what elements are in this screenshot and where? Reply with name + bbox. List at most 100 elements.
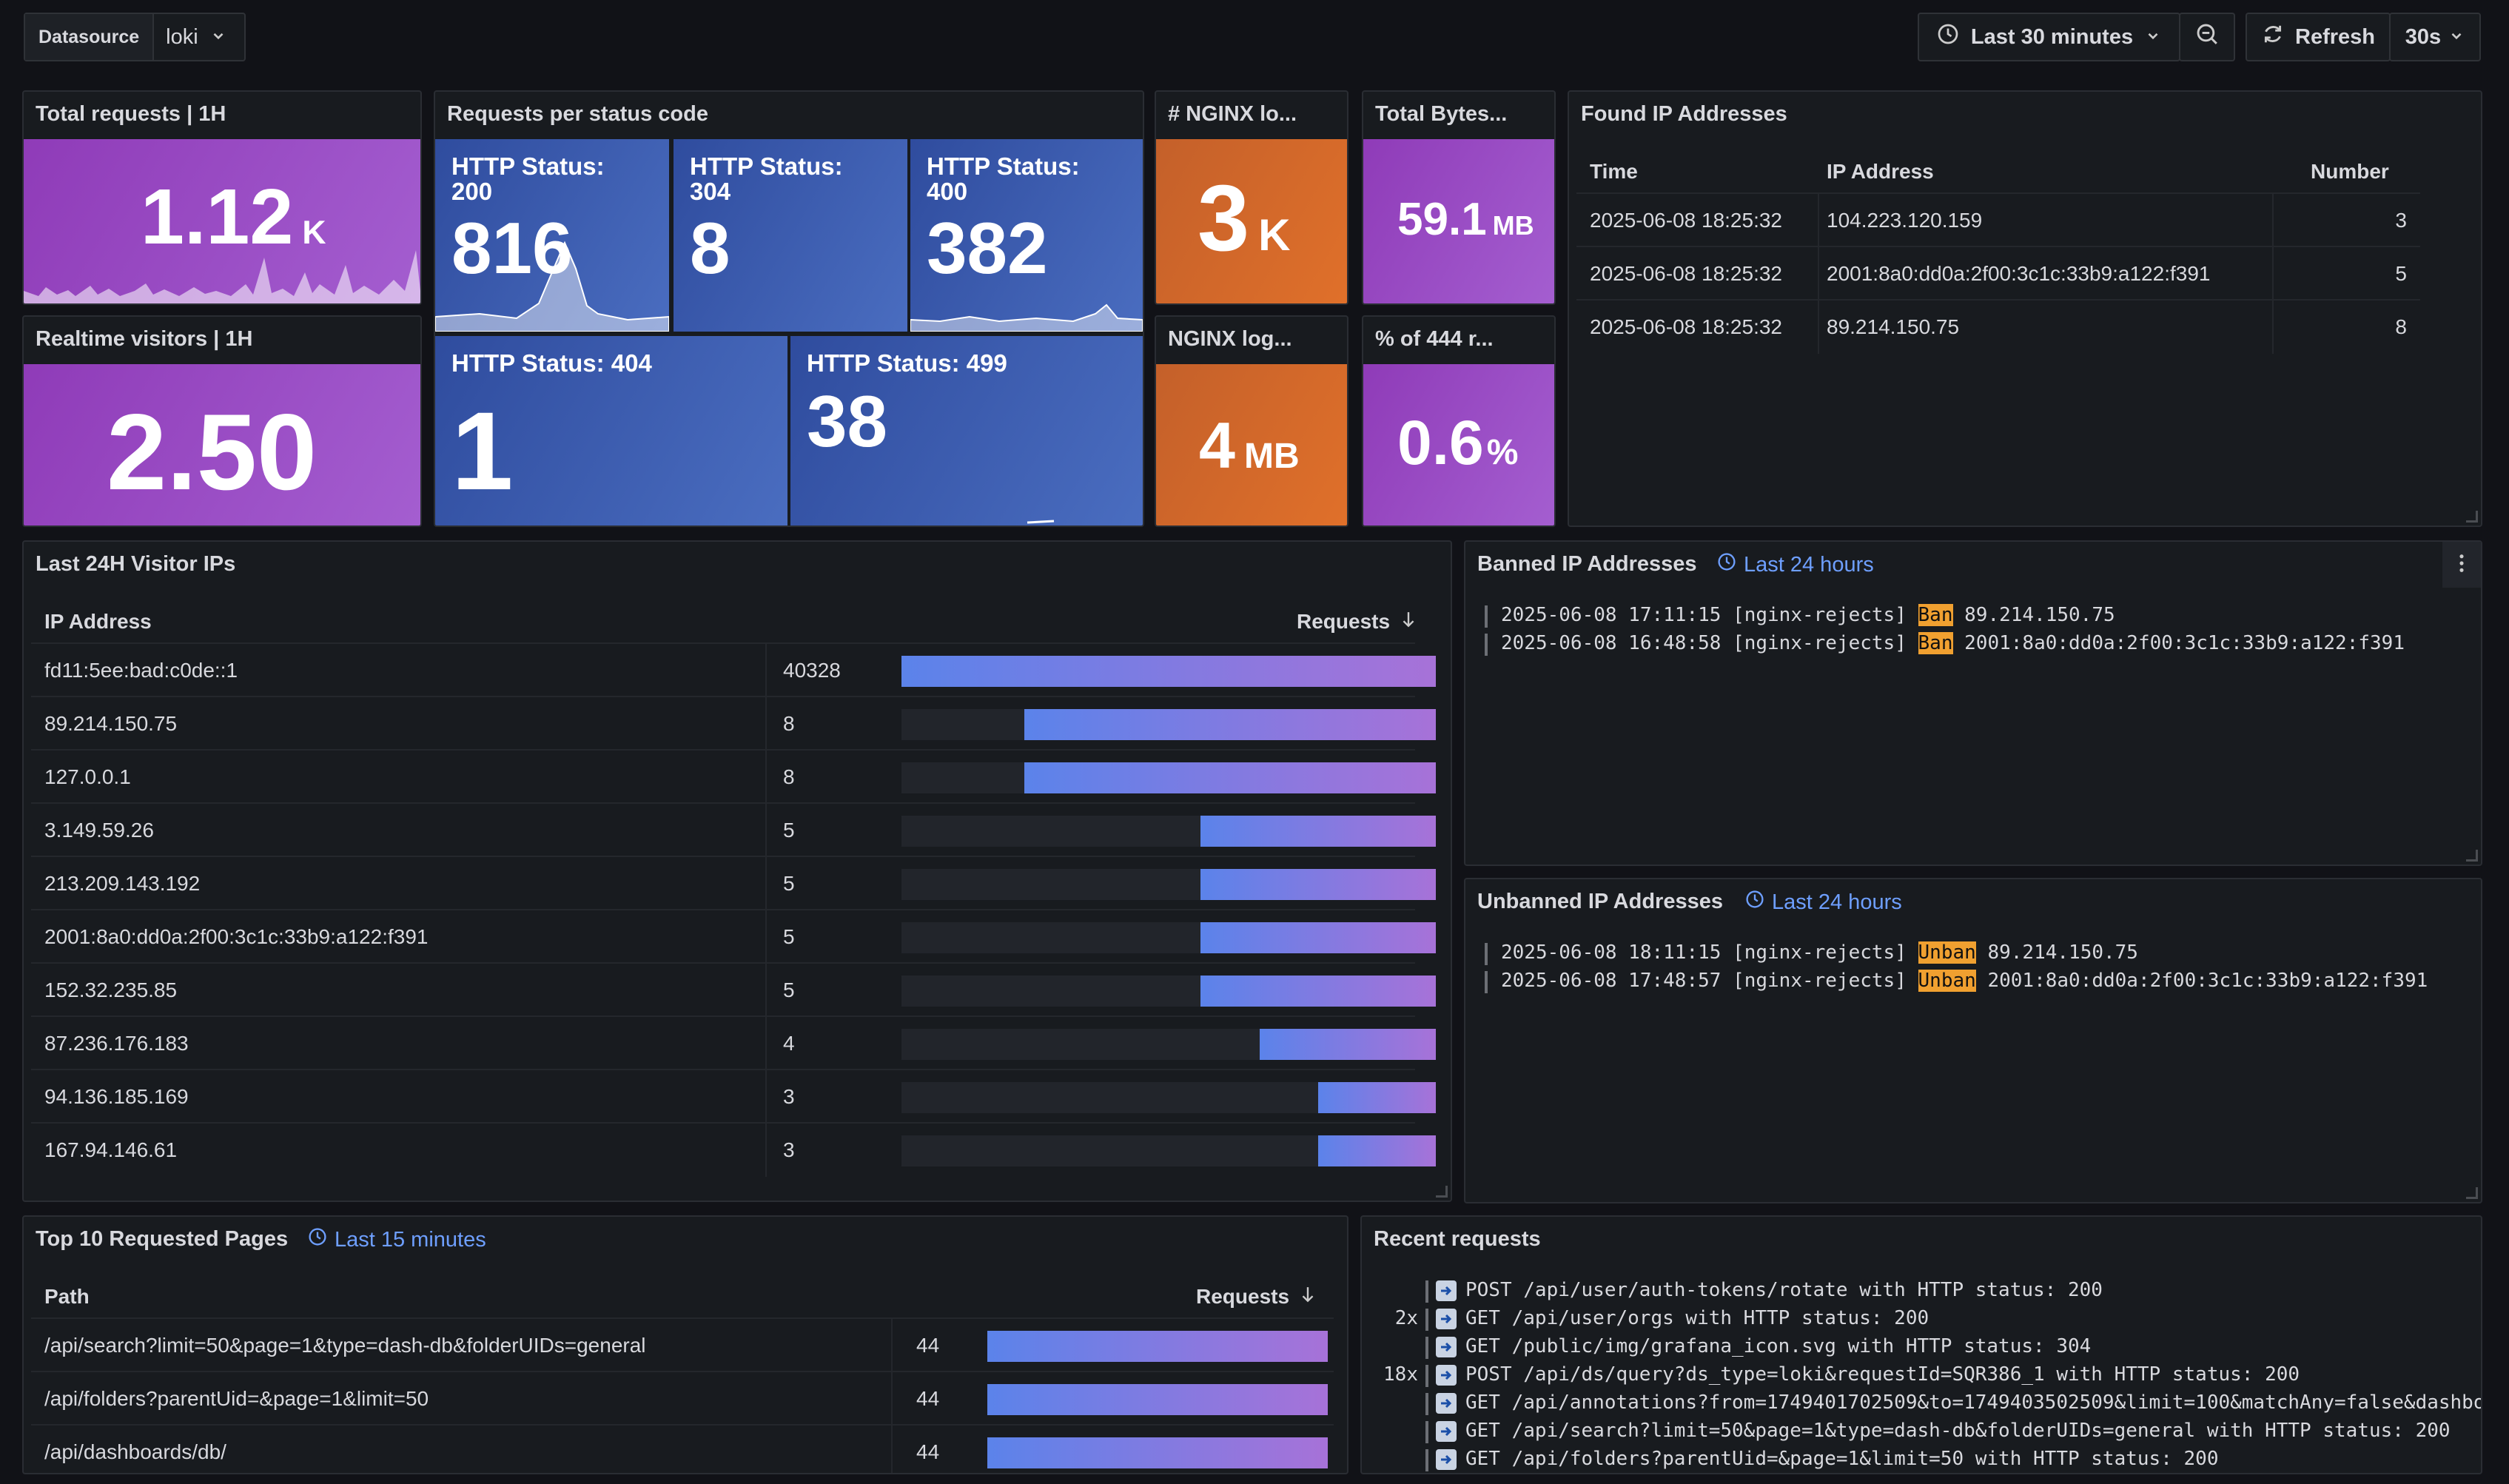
sort-down-icon xyxy=(1300,1285,1316,1309)
bar-gauge xyxy=(1318,1135,1436,1166)
cell-ip: 94.136.185.169 xyxy=(44,1085,189,1108)
ban-tag: Ban xyxy=(1918,604,1953,626)
banned-ips-panel: Banned IP Addresses Last 24 hours 2025-0… xyxy=(1464,540,2482,866)
cell-ip: 2001:8a0:dd0a:2f00:3c1c:33b9:a122:f391 xyxy=(1827,262,2211,285)
panel-menu-button[interactable] xyxy=(2442,542,2481,588)
status-499-tile: HTTP Status: 499 38 xyxy=(790,336,1143,526)
bar-gauge xyxy=(1318,1082,1436,1113)
cell-path: /api/folders?parentUid=&page=1&limit=50 xyxy=(44,1387,429,1410)
nginx-log-size-stat: 4 MB xyxy=(1156,364,1347,526)
zoom-out-icon xyxy=(2195,22,2219,52)
cell-ip: 87.236.176.183 xyxy=(44,1032,189,1055)
status-404-value: 1 xyxy=(451,389,514,513)
column-header-ip[interactable]: IP Address xyxy=(44,610,152,633)
panel-title: Top 10 Requested Pages xyxy=(36,1227,289,1251)
refresh-interval-picker[interactable]: 30s xyxy=(2389,13,2481,61)
panel-title: Unbanned IP Addresses xyxy=(1477,890,1723,913)
status-304-label: HTTP Status: 304 xyxy=(690,152,843,205)
status-499-value: 38 xyxy=(807,380,888,462)
arrow-right-icon xyxy=(1436,1337,1457,1357)
column-header-ip[interactable]: IP Address xyxy=(1827,160,1934,183)
bar-gauge xyxy=(1260,1029,1436,1060)
resize-handle[interactable] xyxy=(1436,1186,1448,1198)
log-line[interactable]: 2025-06-08 17:11:15 [nginx-rejects] Ban … xyxy=(1485,604,2115,628)
datasource-label: Datasource xyxy=(25,14,155,60)
time-range-badge: Last 24 hours xyxy=(1745,890,1902,915)
nginx-logs-value: 3 xyxy=(1198,166,1250,270)
table-row: /api/folders?parentUid=&page=1&limit=50 4… xyxy=(31,1371,1334,1426)
resize-handle[interactable] xyxy=(2466,850,2478,862)
column-header-path[interactable]: Path xyxy=(44,1285,90,1308)
arrow-right-icon xyxy=(1436,1365,1457,1386)
column-header-requests[interactable]: Requests xyxy=(1196,1285,1316,1309)
cell-ip: 167.94.146.61 xyxy=(44,1138,178,1161)
cell-ip: fd11:5ee:bad:c0de::1 xyxy=(44,659,238,682)
table-row: 127.0.0.1 8 xyxy=(31,749,1436,804)
cell-ip: 89.214.150.75 xyxy=(1827,315,1960,338)
recent-requests-panel: Recent requests POST /api/user/auth-toke… xyxy=(1360,1215,2482,1474)
cell-requests: 44 xyxy=(916,1387,940,1410)
log-line[interactable]: POST /api/ds/query?ds_type=loki&requestI… xyxy=(1465,1363,2300,1386)
panel-title: Requests per status code xyxy=(447,102,708,126)
datasource-value[interactable]: loki xyxy=(166,24,198,49)
panel-title: Realtime visitors | 1H xyxy=(36,327,253,351)
log-line[interactable]: GET /api/search?limit=50&page=1&type=das… xyxy=(1465,1420,2451,1442)
status-404-tile: HTTP Status: 404 1 xyxy=(435,336,787,526)
bar-gauge xyxy=(987,1384,1328,1415)
top-pages-panel: Top 10 Requested Pages Last 15 minutes P… xyxy=(22,1215,1348,1474)
clock-icon xyxy=(1745,890,1764,915)
sparkline xyxy=(1027,520,1055,524)
clock-icon xyxy=(1937,23,1959,51)
realtime-visitors-panel: Realtime visitors | 1H 2.50 xyxy=(22,315,422,527)
status-200-label: HTTP Status: 200 xyxy=(451,152,605,205)
cell-requests: 8 xyxy=(783,712,795,735)
datasource-picker[interactable]: Datasource loki xyxy=(24,13,246,61)
column-header-number[interactable]: Number xyxy=(2311,160,2389,183)
table-row: 152.32.235.85 5 xyxy=(31,962,1436,1017)
bar-gauge xyxy=(1024,762,1436,793)
cell-ip: 2001:8a0:dd0a:2f00:3c1c:33b9:a122:f391 xyxy=(44,925,429,948)
time-range-label: Last 30 minutes xyxy=(1970,24,2134,49)
resize-handle[interactable] xyxy=(2466,1187,2478,1199)
cell-requests: 4 xyxy=(783,1032,795,1055)
cell-requests: 44 xyxy=(916,1334,940,1357)
sparkline xyxy=(435,241,669,332)
total-bytes-value: 59.1 xyxy=(1397,194,1487,245)
log-line[interactable]: GET /api/user/orgs with HTTP status: 200 xyxy=(1465,1307,1929,1329)
realtime-visitors-value: 2.50 xyxy=(107,392,318,512)
log-line[interactable]: POST /api/user/auth-tokens/rotate with H… xyxy=(1465,1279,2103,1301)
chevron-down-icon xyxy=(2448,25,2465,50)
status-code-panel: Requests per status code HTTP Status: 20… xyxy=(434,90,1144,527)
log-line[interactable]: GET /api/folders?parentUid=&page=1&limit… xyxy=(1465,1448,2219,1470)
bar-gauge xyxy=(1200,816,1436,847)
more-vertical-icon xyxy=(2459,553,2465,577)
log-line[interactable]: 2025-06-08 18:11:15 [nginx-rejects] Unba… xyxy=(1485,941,2138,965)
time-range-picker[interactable]: Last 30 minutes xyxy=(1918,13,2180,61)
table-row: 2025-06-08 18:25:32 89.214.150.75 8 xyxy=(1576,299,2420,354)
refresh-button[interactable]: Refresh xyxy=(2246,13,2391,61)
status-304-value: 8 xyxy=(690,207,730,289)
arrow-right-icon xyxy=(1436,1421,1457,1442)
sort-down-icon xyxy=(1400,610,1417,634)
zoom-out-button[interactable] xyxy=(2179,13,2235,61)
panel-title: Recent requests xyxy=(1374,1227,1541,1251)
sparkline xyxy=(910,303,1143,332)
status-200-tile: HTTP Status: 200 816 xyxy=(435,139,669,332)
refresh-label: Refresh xyxy=(2295,24,2375,49)
cell-requests: 44 xyxy=(916,1440,940,1463)
column-header-time[interactable]: Time xyxy=(1590,160,1638,183)
column-header-requests[interactable]: Requests xyxy=(1297,610,1417,634)
clock-icon xyxy=(1717,552,1736,577)
visitor-ips-panel: Last 24H Visitor IPs IP Address Requests… xyxy=(22,540,1452,1202)
cell-time: 2025-06-08 18:25:32 xyxy=(1590,209,1782,232)
log-line[interactable]: GET /api/annotations?from=1749401702509&… xyxy=(1465,1391,2482,1414)
resize-handle[interactable] xyxy=(2466,511,2478,523)
realtime-visitors-stat: 2.50 xyxy=(24,364,420,526)
status-499-label: HTTP Status: 499 xyxy=(807,349,1007,377)
log-line[interactable]: 2025-06-08 16:48:58 [nginx-rejects] Ban … xyxy=(1485,632,2405,656)
cell-path: /api/search?limit=50&page=1&type=dash-db… xyxy=(44,1334,646,1357)
pct-444-panel: % of 444 r... 0.6% xyxy=(1362,315,1556,527)
log-line[interactable]: GET /public/img/grafana_icon.svg with HT… xyxy=(1465,1335,2092,1357)
log-line[interactable]: 2025-06-08 17:48:57 [nginx-rejects] Unba… xyxy=(1484,970,2428,993)
pct-444-value: 0.6 xyxy=(1397,408,1484,477)
